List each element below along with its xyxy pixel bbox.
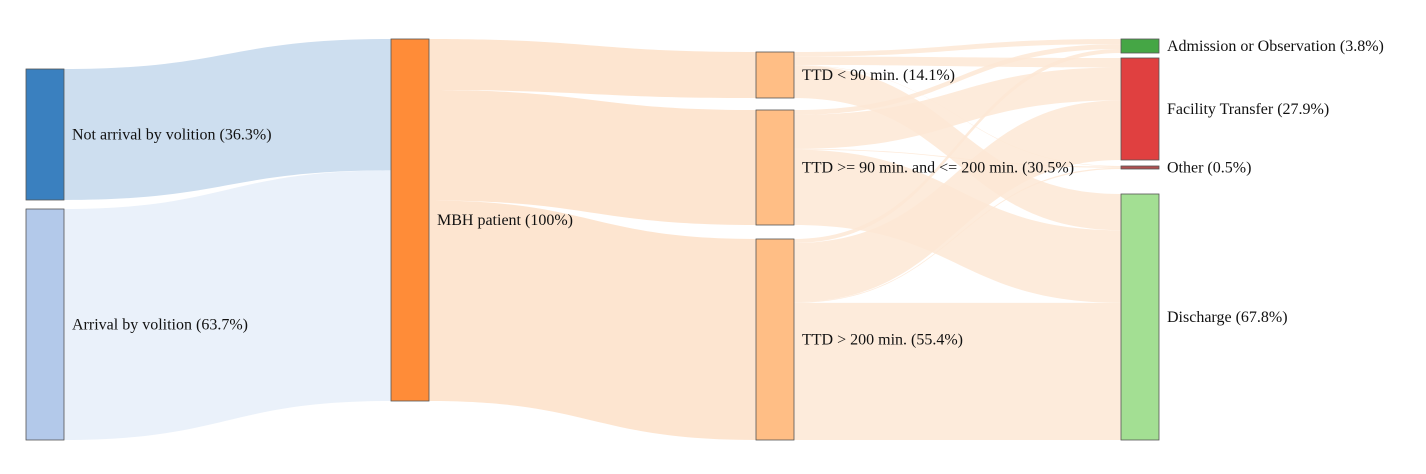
links-layer xyxy=(64,39,1121,440)
link-ttd-lt90-to-admission xyxy=(794,39,1121,57)
node-label-ttd-lt90: TTD < 90 min. (14.1%) xyxy=(802,67,955,84)
link-ttd-90-200-to-admission xyxy=(794,44,1121,115)
node-label-not-arrival: Not arrival by volition (36.3%) xyxy=(72,127,272,144)
link-ttd-gt200-to-transfer xyxy=(794,100,1121,303)
node-ttd-90-200 xyxy=(755,109,795,226)
node-arrival xyxy=(25,208,65,441)
node-label-discharge: Discharge (67.8%) xyxy=(1167,309,1288,326)
link-ttd-lt90-to-transfer xyxy=(794,56,1121,68)
link-not-arrival-to-mbh xyxy=(64,39,391,200)
node-admission xyxy=(1120,38,1160,54)
nodes-layer xyxy=(25,38,1160,441)
node-discharge xyxy=(1120,193,1160,441)
link-ttd-90-200-to-transfer xyxy=(794,67,1121,149)
link-mbh-to-ttd-lt90 xyxy=(429,39,756,98)
node-label-transfer: Facility Transfer (27.9%) xyxy=(1167,101,1329,118)
node-label-admission: Admission or Observation (3.8%) xyxy=(1167,38,1384,55)
link-mbh-to-ttd-90-200 xyxy=(429,90,756,226)
link-ttd-gt200-to-discharge xyxy=(794,302,1121,440)
link-mbh-to-ttd-gt200 xyxy=(429,200,756,440)
node-ttd-lt90 xyxy=(755,51,795,99)
node-label-mbh: MBH patient (100%) xyxy=(437,212,573,229)
link-ttd-90-200-to-other xyxy=(794,148,1121,168)
node-label-arrival: Arrival by volition (63.7%) xyxy=(72,317,248,334)
link-ttd-gt200-to-other xyxy=(794,167,1121,303)
link-arrival-to-mbh xyxy=(64,170,391,440)
labels-layer: Not arrival by volition (36.3%) Arrival b… xyxy=(72,38,1384,349)
node-mbh xyxy=(390,38,430,402)
node-label-ttd-gt200: TTD > 200 min. (55.4%) xyxy=(802,332,963,349)
node-label-ttd-90-200: TTD >= 90 min. and <= 200 min. (30.5%) xyxy=(802,160,1074,177)
link-ttd-gt200-to-admission xyxy=(794,48,1121,243)
node-label-other: Other (0.5%) xyxy=(1167,160,1251,177)
node-not-arrival xyxy=(25,68,65,201)
node-other xyxy=(1120,165,1160,170)
node-transfer xyxy=(1120,57,1160,161)
node-ttd-gt200 xyxy=(755,238,795,441)
